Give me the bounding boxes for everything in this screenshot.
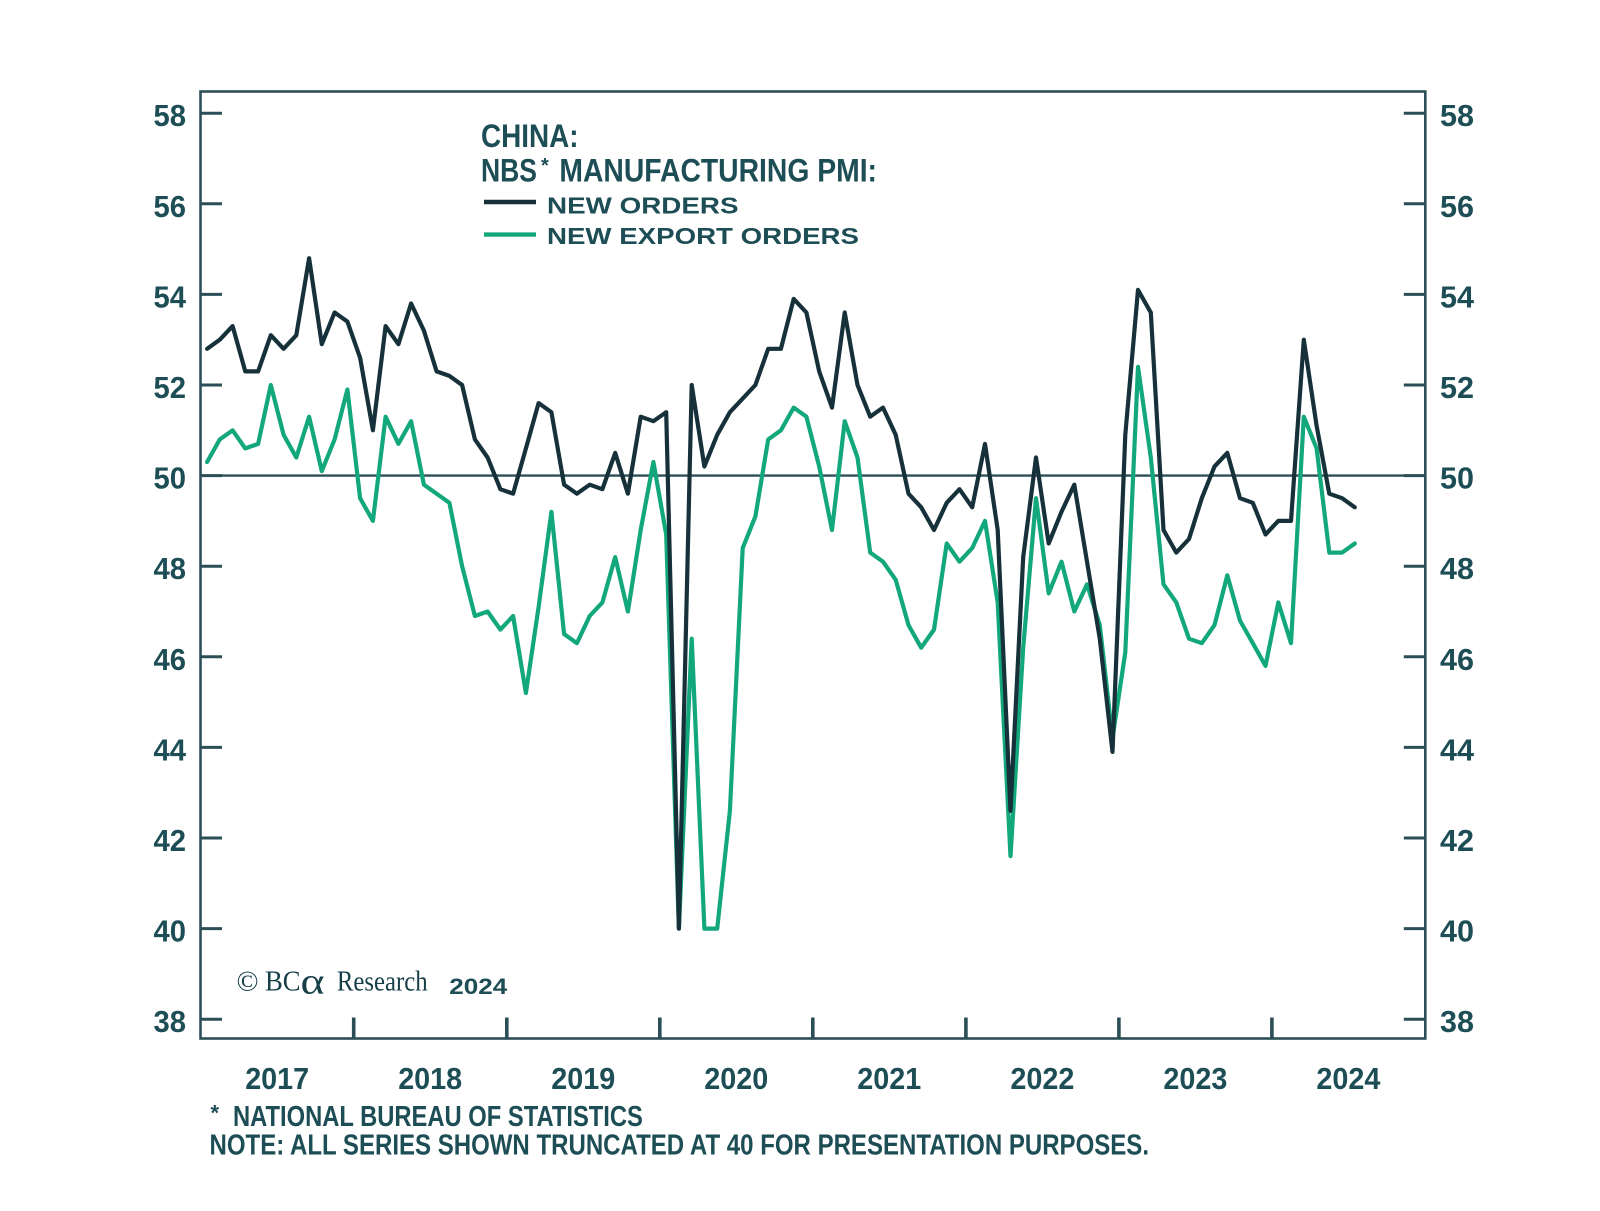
svg-text:2024: 2024	[1316, 1061, 1381, 1096]
svg-text:42: 42	[154, 823, 187, 858]
svg-text:56: 56	[154, 189, 187, 224]
svg-text:2022: 2022	[1010, 1061, 1074, 1096]
svg-text:52: 52	[1440, 370, 1474, 405]
svg-text:40: 40	[1440, 914, 1474, 949]
svg-text:40: 40	[154, 914, 187, 949]
svg-text:2019: 2019	[551, 1061, 615, 1096]
svg-text:46: 46	[1440, 642, 1474, 677]
svg-text:2017: 2017	[245, 1061, 309, 1096]
svg-text:56: 56	[1440, 189, 1474, 224]
svg-text:58: 58	[1440, 98, 1474, 133]
svg-text:58: 58	[154, 98, 187, 133]
svg-text:CHINA:: CHINA:	[481, 118, 579, 154]
svg-text:48: 48	[154, 551, 187, 586]
svg-text:NEW ORDERS: NEW ORDERS	[547, 193, 739, 219]
svg-text:54: 54	[1440, 279, 1475, 314]
svg-text:2023: 2023	[1163, 1061, 1227, 1096]
svg-text:Research: Research	[337, 966, 428, 998]
svg-text:2018: 2018	[398, 1061, 462, 1096]
svg-text:MANUFACTURING PMI:: MANUFACTURING PMI:	[559, 153, 877, 189]
svg-text:2021: 2021	[857, 1061, 921, 1096]
svg-text:50: 50	[154, 461, 187, 496]
svg-text:©: ©	[237, 966, 259, 998]
svg-text:38: 38	[1440, 1004, 1474, 1039]
svg-text:*: *	[541, 155, 549, 177]
svg-text:46: 46	[154, 642, 187, 677]
svg-text:NBS: NBS	[481, 153, 537, 189]
svg-text:2020: 2020	[704, 1061, 768, 1096]
svg-text:54: 54	[154, 279, 187, 314]
svg-text:50: 50	[1440, 461, 1474, 496]
svg-text:NOTE: ALL SERIES SHOWN TRUNCAT: NOTE: ALL SERIES SHOWN TRUNCATED AT 40 F…	[210, 1130, 1150, 1162]
svg-text:38: 38	[154, 1004, 187, 1039]
svg-text:44: 44	[1440, 732, 1475, 767]
svg-text:*: *	[211, 1101, 220, 1126]
svg-text:NEW EXPORT ORDERS: NEW EXPORT ORDERS	[547, 223, 859, 249]
svg-text:48: 48	[1440, 551, 1474, 586]
svg-text:44: 44	[154, 732, 187, 767]
svg-text:52: 52	[154, 370, 187, 405]
svg-text:NATIONAL BUREAU OF STATISTICS: NATIONAL BUREAU OF STATISTICS	[233, 1101, 643, 1133]
svg-text:BC: BC	[265, 966, 301, 998]
svg-text:2024: 2024	[449, 974, 508, 999]
svg-text:α: α	[301, 962, 325, 1003]
svg-text:42: 42	[1440, 823, 1474, 858]
